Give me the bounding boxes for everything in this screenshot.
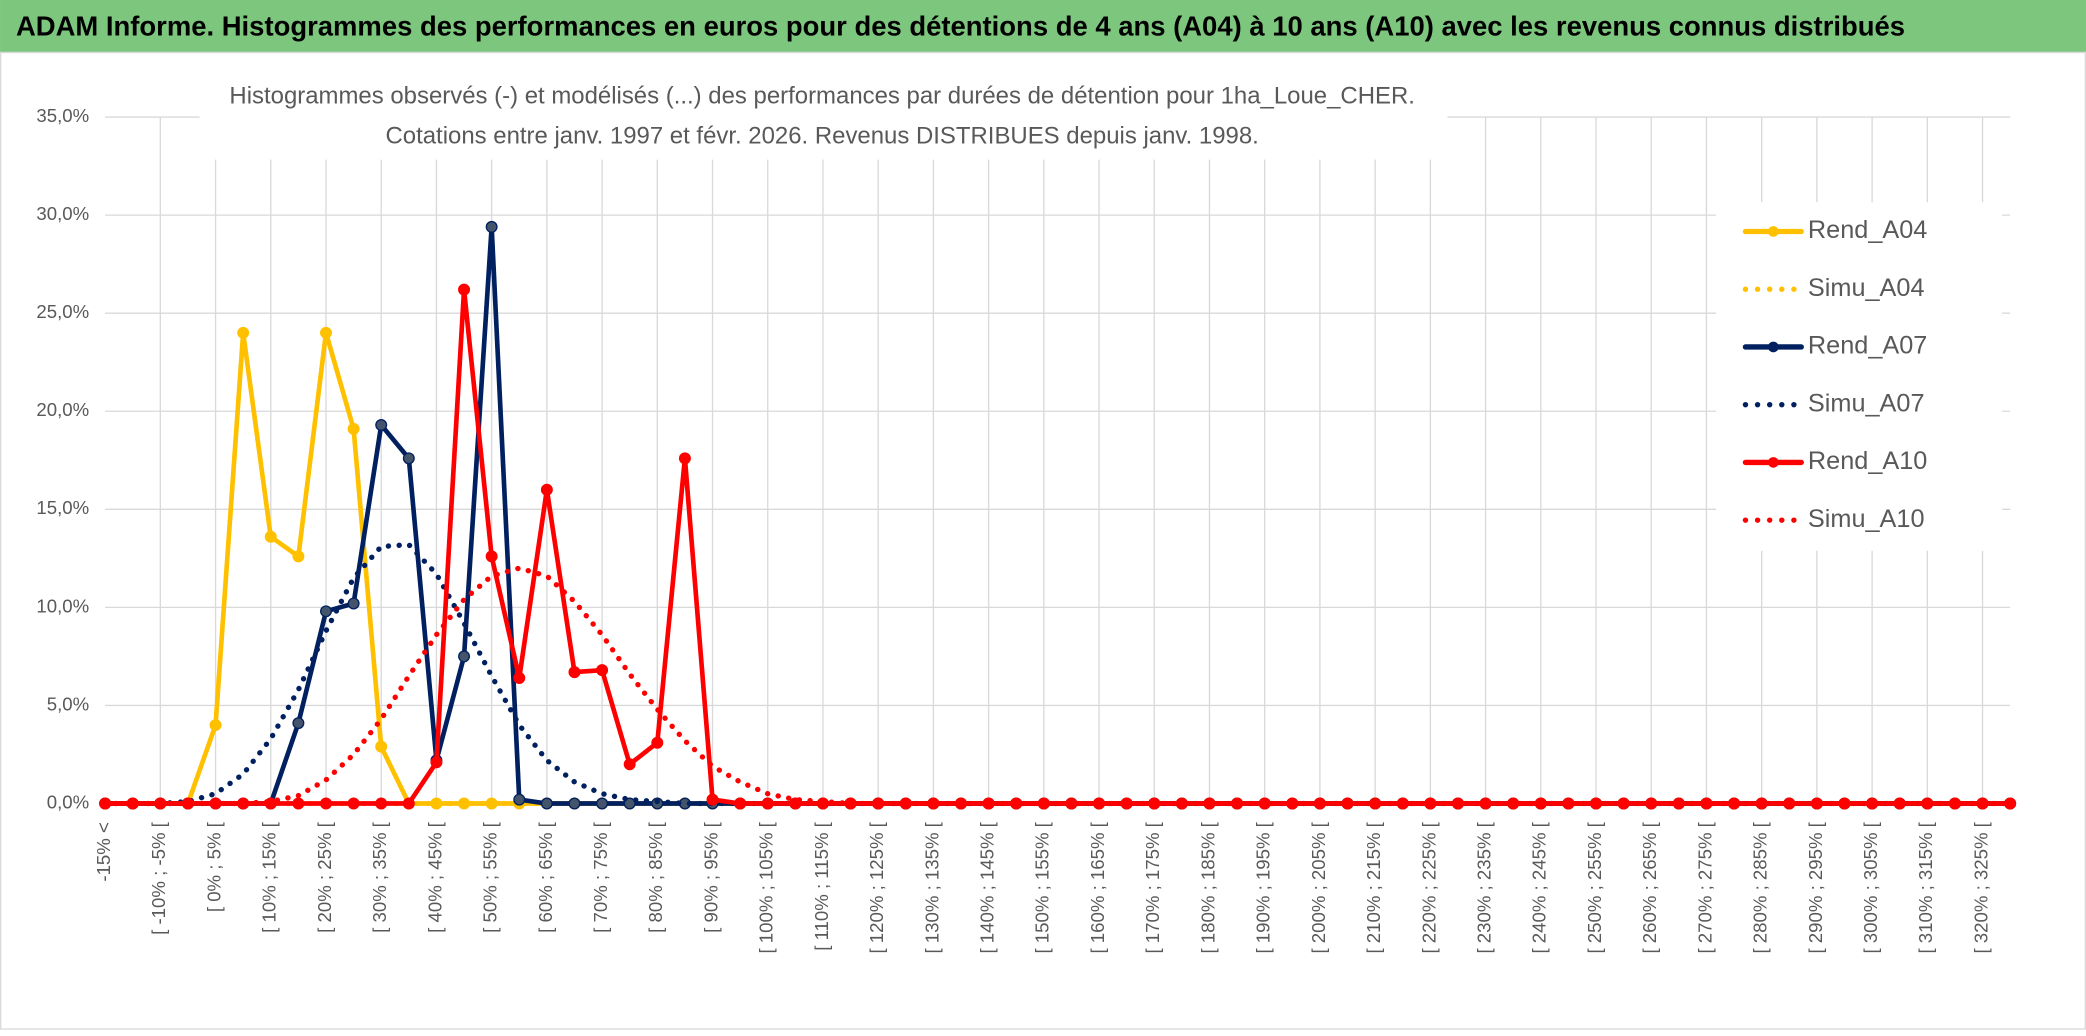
y-tick-label: 20,0% bbox=[36, 399, 89, 420]
point-marker bbox=[596, 664, 609, 677]
point-marker bbox=[320, 326, 332, 339]
x-tick-label: [ 320% ; 325% [ bbox=[1970, 821, 1991, 953]
legend-label: Simu_A04 bbox=[1808, 274, 1925, 302]
x-tick-label: [ 180% ; 185% [ bbox=[1197, 821, 1218, 953]
point-marker bbox=[485, 550, 498, 563]
x-tick-label: [ 170% ; 175% [ bbox=[1142, 821, 1163, 953]
x-tick-label: -15% < bbox=[93, 822, 114, 881]
point-marker bbox=[513, 672, 526, 684]
y-tick-label: 10,0% bbox=[36, 595, 89, 616]
x-tick-label: [ 30% ; 35% [ bbox=[369, 821, 390, 933]
legend-label: Simu_A10 bbox=[1808, 505, 1925, 533]
x-tick-label: [ 270% ; 275% [ bbox=[1694, 821, 1715, 953]
point-marker bbox=[375, 740, 388, 753]
legend-marker bbox=[1768, 457, 1779, 468]
x-tick-label: [ 300% ; 305% [ bbox=[1860, 821, 1881, 953]
y-tick-label: 0,0% bbox=[47, 791, 89, 812]
legend-label: Simu_A07 bbox=[1808, 389, 1925, 417]
point-marker bbox=[734, 797, 747, 810]
point-marker bbox=[292, 797, 305, 810]
point-marker bbox=[347, 597, 360, 610]
point-marker bbox=[347, 422, 360, 435]
y-tick-label: 5,0% bbox=[47, 693, 89, 714]
x-tick-label: [ 0% ; 5% [ bbox=[203, 821, 224, 912]
x-tick-label: [ -10% ; -5% [ bbox=[148, 821, 169, 935]
point-marker bbox=[623, 758, 636, 771]
point-marker bbox=[485, 220, 498, 233]
y-tick-label: 25,0% bbox=[36, 301, 89, 322]
point-marker bbox=[237, 326, 250, 339]
chart-subtitle: Cotations entre janv. 1997 et févr. 2026… bbox=[385, 122, 1258, 149]
chart-subtitle: Histogrammes observés (-) et modélisés (… bbox=[229, 82, 1414, 109]
x-tick-label: [ 110% ; 115% [ bbox=[811, 821, 832, 950]
point-marker bbox=[568, 797, 581, 810]
x-tick-label: [ 150% ; 155% [ bbox=[1032, 821, 1053, 953]
x-tick-label: [ 190% ; 195% [ bbox=[1253, 821, 1274, 953]
x-tick-label: [ 290% ; 295% [ bbox=[1805, 821, 1826, 953]
x-tick-label: [ 240% ; 245% [ bbox=[1529, 821, 1550, 953]
point-marker bbox=[540, 797, 553, 810]
chart-title: ADAM Informe. Histogrammes des performan… bbox=[16, 10, 1905, 41]
point-marker bbox=[375, 797, 388, 810]
x-tick-label: [ 230% ; 235% [ bbox=[1473, 821, 1494, 953]
x-tick-label: [ 50% ; 55% [ bbox=[480, 821, 501, 933]
point-marker bbox=[375, 419, 388, 431]
x-tick-label: [ 310% ; 315% [ bbox=[1915, 821, 1936, 953]
chart-border bbox=[0, 51, 2086, 1030]
x-tick-label: [ 100% ; 105% [ bbox=[756, 821, 777, 953]
title-bar bbox=[0, 0, 2086, 52]
point-marker bbox=[402, 797, 415, 810]
point-marker bbox=[513, 793, 526, 806]
x-tick-label: [ 160% ; 165% [ bbox=[1087, 821, 1108, 953]
point-marker bbox=[347, 797, 360, 810]
x-tick-label: [ 260% ; 265% [ bbox=[1639, 821, 1660, 953]
point-marker bbox=[761, 797, 774, 810]
x-tick-label: [ 120% ; 125% [ bbox=[866, 821, 887, 953]
point-marker bbox=[678, 452, 691, 465]
legend-label: Rend_A04 bbox=[1808, 216, 1927, 244]
x-tick-label: [ 10% ; 15% [ bbox=[259, 821, 280, 933]
x-tick-label: [ 210% ; 215% [ bbox=[1363, 821, 1384, 953]
x-tick-label: [ 70% ; 75% [ bbox=[590, 821, 611, 933]
x-tick-label: [ 130% ; 135% [ bbox=[921, 821, 942, 953]
y-tick-label: 35,0% bbox=[36, 105, 89, 126]
point-marker bbox=[458, 650, 471, 663]
x-tick-label: [ 60% ; 65% [ bbox=[535, 821, 556, 933]
point-marker bbox=[402, 452, 415, 465]
legend-marker bbox=[1768, 226, 1779, 237]
legend-box bbox=[1716, 202, 2003, 551]
x-tick-label: [ 140% ; 145% [ bbox=[977, 821, 998, 953]
x-tick-label: [ 200% ; 205% [ bbox=[1308, 821, 1329, 953]
point-marker bbox=[320, 797, 332, 810]
x-tick-label: [ 40% ; 45% [ bbox=[424, 821, 445, 933]
x-tick-label: [ 90% ; 95% [ bbox=[700, 821, 721, 933]
point-marker bbox=[320, 605, 332, 618]
x-tick-label: [ 220% ; 225% [ bbox=[1418, 821, 1439, 953]
y-tick-label: 30,0% bbox=[36, 203, 89, 224]
legend-label: Rend_A07 bbox=[1808, 332, 1927, 360]
x-tick-label: [ 250% ; 255% [ bbox=[1584, 821, 1605, 953]
point-marker bbox=[540, 483, 553, 496]
point-marker bbox=[264, 530, 277, 543]
point-marker bbox=[430, 756, 443, 769]
point-marker bbox=[568, 666, 581, 679]
legend-label: Rend_A10 bbox=[1808, 447, 1927, 475]
subtitle-backdrop bbox=[199, 74, 1448, 160]
y-tick-label: 15,0% bbox=[36, 497, 89, 518]
point-marker bbox=[623, 797, 636, 810]
x-tick-label: [ 20% ; 25% [ bbox=[314, 821, 335, 933]
point-marker bbox=[209, 719, 222, 732]
point-marker bbox=[706, 793, 719, 806]
legend-marker bbox=[1768, 341, 1779, 353]
point-marker bbox=[292, 717, 305, 730]
point-marker bbox=[651, 736, 664, 749]
x-tick-label: [ 80% ; 85% [ bbox=[645, 821, 666, 933]
point-marker bbox=[292, 550, 305, 563]
x-tick-label: [ 280% ; 285% [ bbox=[1750, 821, 1771, 953]
point-marker bbox=[458, 283, 471, 296]
point-marker bbox=[596, 797, 609, 810]
simulated-line bbox=[102, 565, 2013, 807]
